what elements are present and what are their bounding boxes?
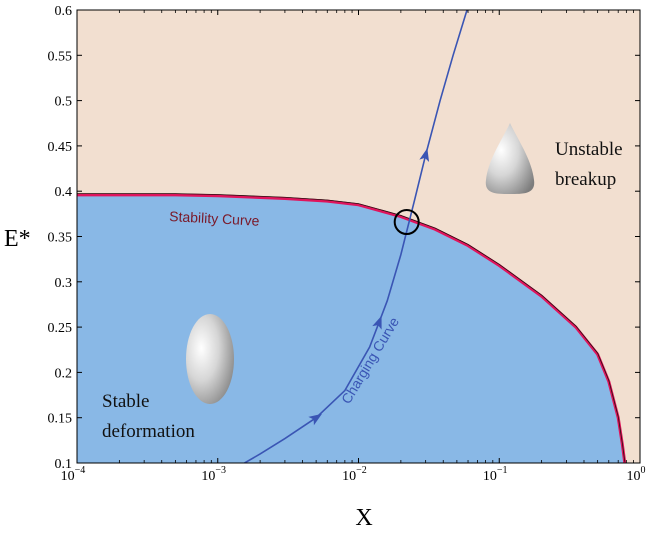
x-tick-label: 10−1 xyxy=(483,465,508,484)
charging-arrow-3 xyxy=(419,148,430,162)
y-tick-label: 0.6 xyxy=(55,4,73,19)
x-tick-label: 10−4 xyxy=(61,465,86,484)
y-axis: 0.1 0.15 0.2 0.25 0.3 0.35 0.4 0.45 0.5 0.55 0.6 xyxy=(48,4,640,472)
unstable-droplet-icon xyxy=(485,123,535,194)
y-tick-label: 0.45 xyxy=(48,140,73,155)
stable-label-line1: Stable xyxy=(102,391,150,412)
y-tick-label: 0.15 xyxy=(48,412,73,427)
x-axis-label: X xyxy=(355,505,372,531)
x-tick-label: 10−2 xyxy=(342,465,367,484)
x-tick-label: 10−3 xyxy=(201,465,226,484)
stable-label-line2: deformation xyxy=(102,421,195,442)
stability-curve-edge xyxy=(77,193,626,462)
stability-curve-label: Stability Curve xyxy=(169,208,260,229)
x-axis: 10−4 10−3 10−2 10−1 100 xyxy=(61,10,646,484)
plot-area: Stable deformation Unstable breakup Stab… xyxy=(77,10,640,463)
y-tick-label: 0.5 xyxy=(55,95,73,110)
charging-curve xyxy=(244,10,468,463)
charging-arrow-1 xyxy=(308,413,322,426)
crossing-marker xyxy=(393,209,420,236)
unstable-label-line2: breakup xyxy=(555,169,616,190)
y-tick-label: 0.25 xyxy=(48,321,73,336)
y-tick-label: 0.3 xyxy=(55,276,73,291)
unstable-label-line1: Unstable xyxy=(555,139,623,160)
y-tick-label: 0.55 xyxy=(48,49,73,64)
y-axis-label: E* xyxy=(4,226,31,252)
y-tick-label: 0.35 xyxy=(48,231,73,246)
y-tick-label: 0.4 xyxy=(55,185,73,200)
charging-arrow-2 xyxy=(372,315,382,330)
y-tick-label: 0.2 xyxy=(55,366,73,381)
x-tick-label: 100 xyxy=(627,465,646,484)
y-tick-label: 0.1 xyxy=(55,457,73,472)
stable-droplet-icon xyxy=(186,314,234,404)
charging-curve-arrows xyxy=(308,148,430,426)
